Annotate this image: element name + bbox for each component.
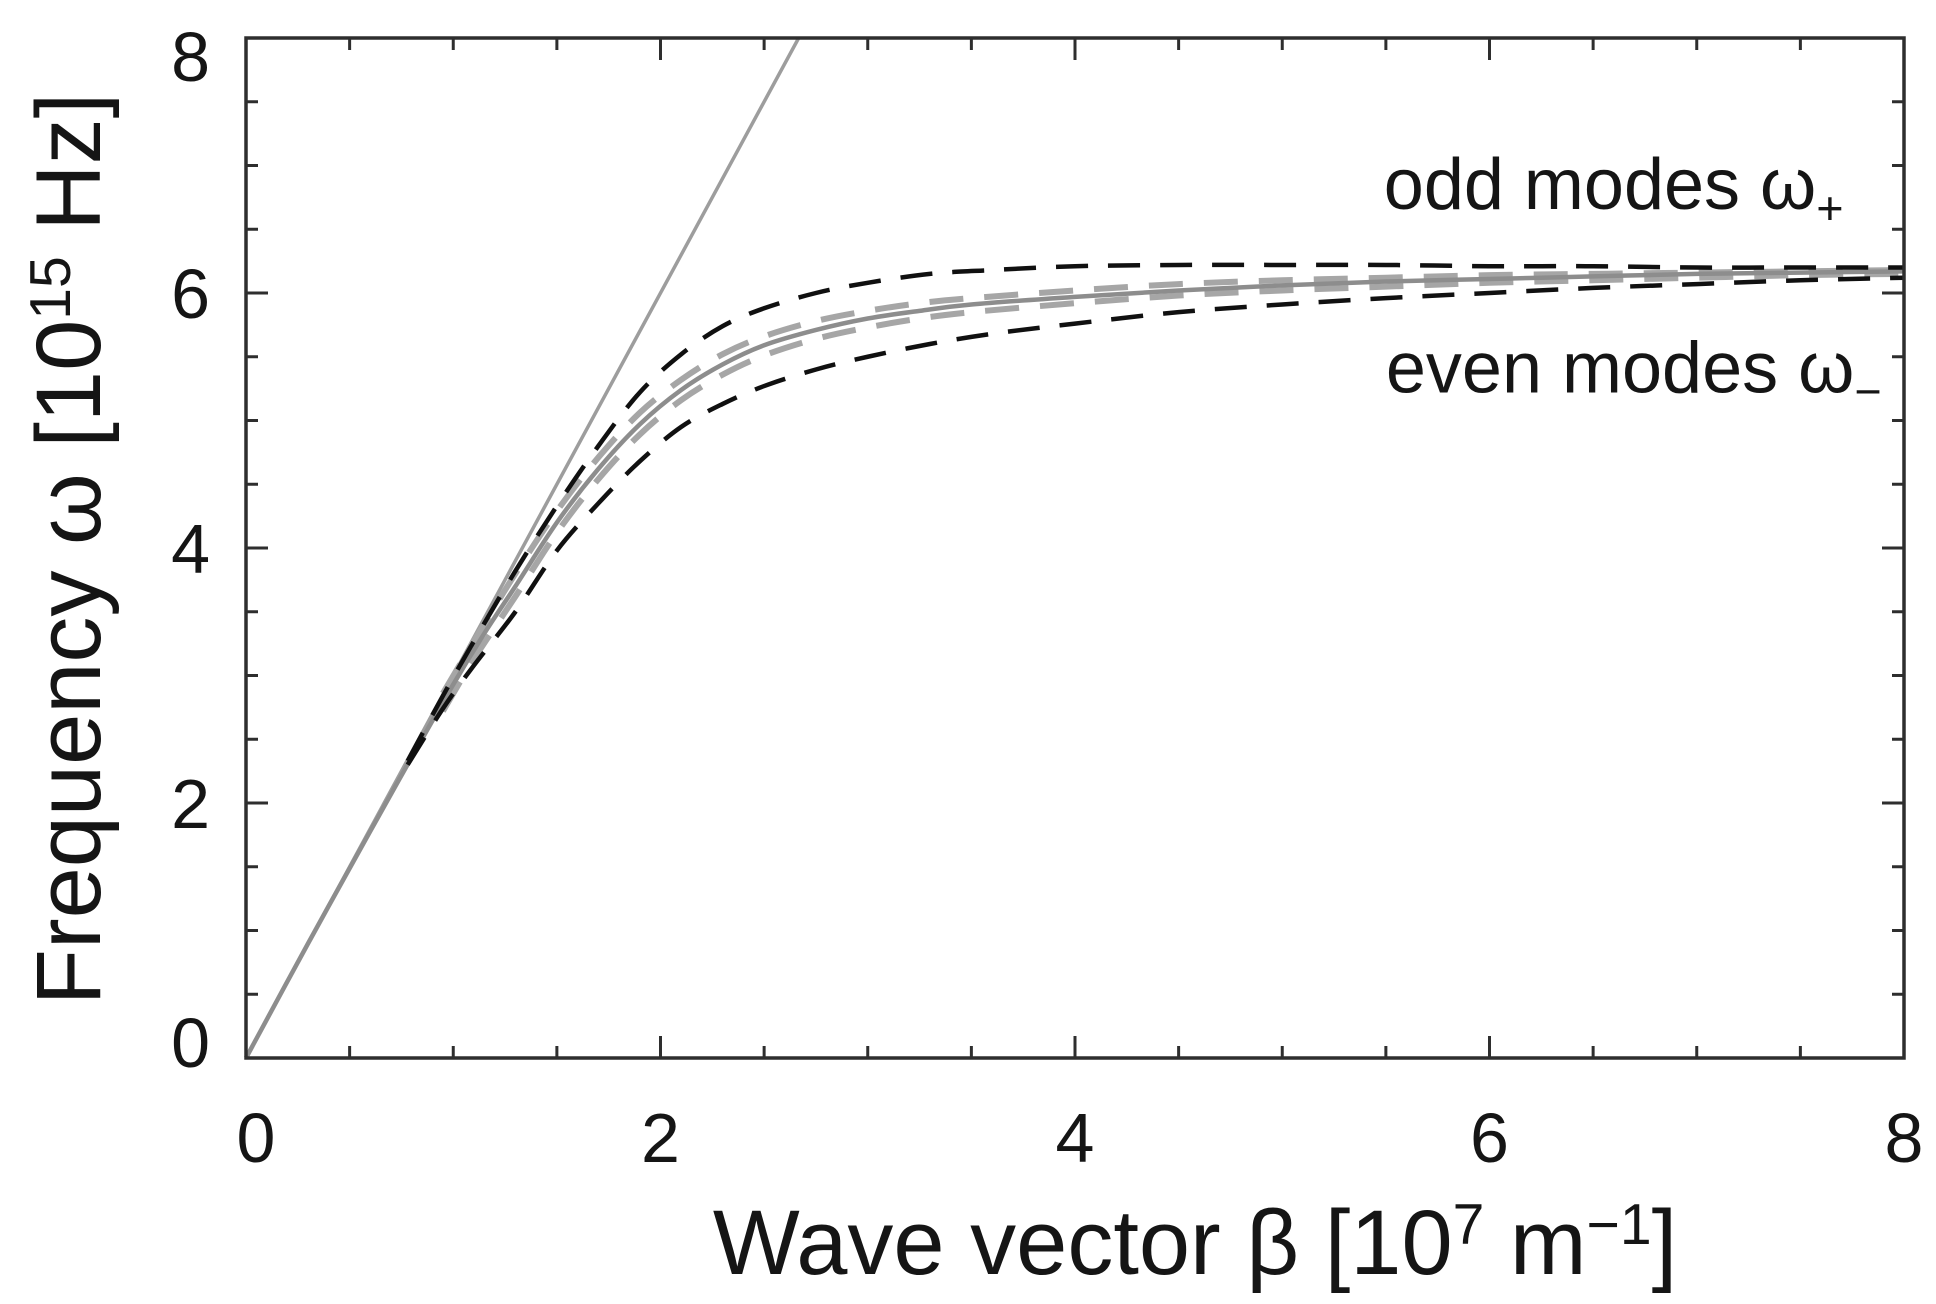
curves-group [244, 37, 1905, 1060]
curve-even-mode-−-black-dashed- [405, 275, 1905, 766]
curve-even-mode-−-gray-dashed- [440, 270, 1905, 713]
x-tick-label: 4 [1056, 1099, 1095, 1177]
curve-single-interface-gray-solid- [244, 269, 1905, 1060]
subscript: + [1816, 182, 1843, 234]
label-text: Wave vector β [10 [713, 1192, 1453, 1294]
ticks-group [244, 36, 1906, 1060]
label-text: even modes ω [1386, 328, 1854, 408]
y-tick-label: 6 [171, 255, 210, 333]
y-tick-label: 8 [171, 18, 210, 96]
label-text: m [1484, 1192, 1586, 1294]
superscript: 7 [1453, 1193, 1485, 1257]
curve-odd-mode-+-gray-dashed- [440, 267, 1905, 695]
subscript: − [1854, 365, 1881, 417]
label-text: ] [1652, 1192, 1678, 1294]
superscript: −1 [1587, 1193, 1652, 1257]
x-tick-label: 8 [1885, 1099, 1924, 1177]
superscript: 15 [19, 256, 83, 319]
y-axis-label: Frequency ω [1015 Hz] [18, 93, 120, 1006]
x-tick-label: 2 [641, 1099, 680, 1177]
label-text: Hz] [18, 93, 120, 257]
x-axis-label: Wave vector β [107 m−1] [713, 1192, 1677, 1294]
annotations-group: odd modes ω+ even modes ω− [1384, 145, 1882, 418]
label-text: Frequency ω [10 [18, 320, 120, 1006]
y-tick-label: 4 [171, 510, 210, 588]
label-text: odd modes ω [1384, 145, 1816, 225]
tick-labels-group: 0 2 4 6 8 0 2 4 6 8 [171, 18, 1923, 1177]
even-modes-label: even modes ω− [1386, 328, 1882, 417]
y-tick-label: 2 [171, 765, 210, 843]
curve-odd-mode-+-black-dashed- [405, 262, 1904, 762]
y-tick-label: 0 [171, 1004, 210, 1082]
x-tick-label: 0 [237, 1099, 276, 1177]
x-tick-label: 6 [1470, 1099, 1509, 1177]
odd-modes-label: odd modes ω+ [1384, 145, 1844, 234]
